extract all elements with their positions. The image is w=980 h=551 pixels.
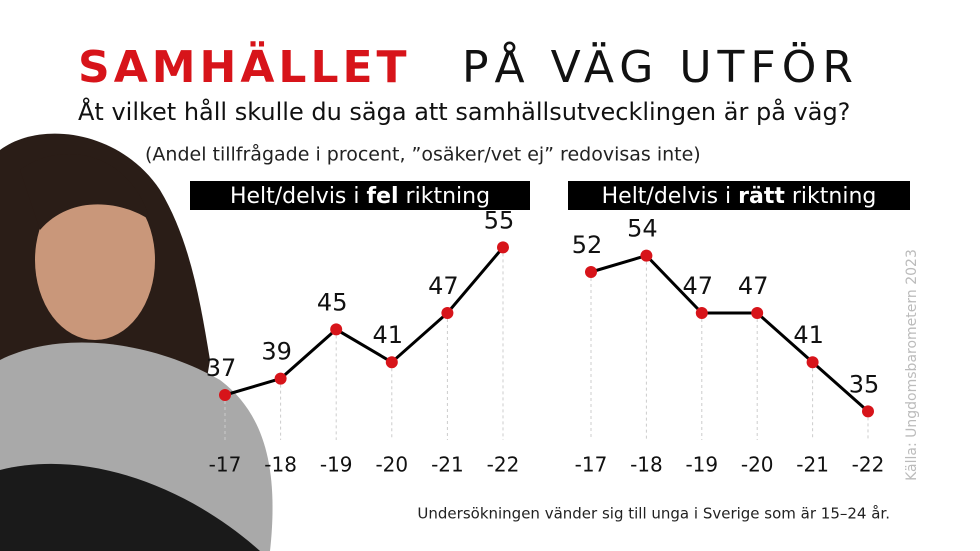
point bbox=[585, 266, 597, 278]
panel-title: Helt/delvis i fel riktning bbox=[230, 184, 490, 209]
point bbox=[497, 241, 509, 254]
title-rest: PÅ VÄG UTFÖR bbox=[462, 40, 859, 93]
data-label: 52 bbox=[572, 231, 603, 259]
x-tick-label: -19 bbox=[685, 453, 718, 477]
point bbox=[219, 389, 231, 401]
data-label: 47 bbox=[428, 272, 459, 300]
line bbox=[590, 253, 869, 413]
point bbox=[695, 307, 708, 319]
panel-title-emphasis: fel bbox=[367, 184, 399, 209]
data-label: 41 bbox=[373, 321, 404, 349]
x-tick-label: -20 bbox=[375, 453, 408, 477]
data-label: 45 bbox=[317, 288, 348, 316]
data-label: 41 bbox=[793, 321, 824, 349]
panel-title-suffix: riktning bbox=[792, 184, 877, 209]
question: Åt vilket håll skulle du säga att samhäl… bbox=[78, 97, 850, 126]
panel-title-emphasis: rätt bbox=[738, 184, 785, 209]
x-tick-label: -21 bbox=[796, 453, 829, 477]
data-label: 37 bbox=[206, 354, 237, 382]
point bbox=[330, 323, 343, 336]
data-label: 55 bbox=[484, 206, 515, 234]
line bbox=[224, 246, 505, 397]
data-label: 54 bbox=[627, 215, 658, 243]
data-label: 47 bbox=[738, 272, 769, 300]
x-tick-label: -17 bbox=[209, 453, 242, 477]
x-tick-label: -22 bbox=[852, 453, 885, 477]
x-tick-label: -21 bbox=[431, 453, 464, 477]
point bbox=[640, 249, 653, 262]
title-emphasis: SAMHÄLLET bbox=[78, 40, 411, 93]
panel-title-suffix: riktning bbox=[406, 184, 491, 209]
data-label: 47 bbox=[683, 272, 714, 300]
data-label: 39 bbox=[261, 338, 292, 366]
note: Undersökningen vänder sig till unga i Sv… bbox=[417, 505, 890, 523]
photo bbox=[0, 133, 273, 551]
data-label: 35 bbox=[849, 370, 880, 398]
x-tick-label: -18 bbox=[264, 453, 297, 477]
panel-title-prefix: Helt/delvis i bbox=[230, 184, 360, 209]
panel-title-box bbox=[190, 181, 530, 210]
source: Källa: Ungdomsbarometern 2023 bbox=[904, 249, 920, 481]
point bbox=[385, 356, 398, 369]
x-tick-label: -20 bbox=[741, 453, 774, 477]
point bbox=[441, 307, 454, 319]
panel-title: Helt/delvis i rätt riktning bbox=[602, 184, 877, 209]
point bbox=[862, 405, 874, 418]
x-tick-label: -18 bbox=[630, 453, 663, 477]
point bbox=[274, 372, 287, 385]
x-tick-label: -22 bbox=[487, 453, 520, 477]
x-tick-label: -17 bbox=[575, 453, 608, 477]
subtitle: (Andel tillfrågade i procent, ”osäker/ve… bbox=[145, 143, 701, 166]
point bbox=[751, 307, 764, 319]
panel-title-prefix: Helt/delvis i bbox=[602, 184, 732, 209]
panel-title-box bbox=[568, 181, 910, 210]
x-tick-label: -19 bbox=[320, 453, 353, 477]
point bbox=[806, 356, 819, 369]
